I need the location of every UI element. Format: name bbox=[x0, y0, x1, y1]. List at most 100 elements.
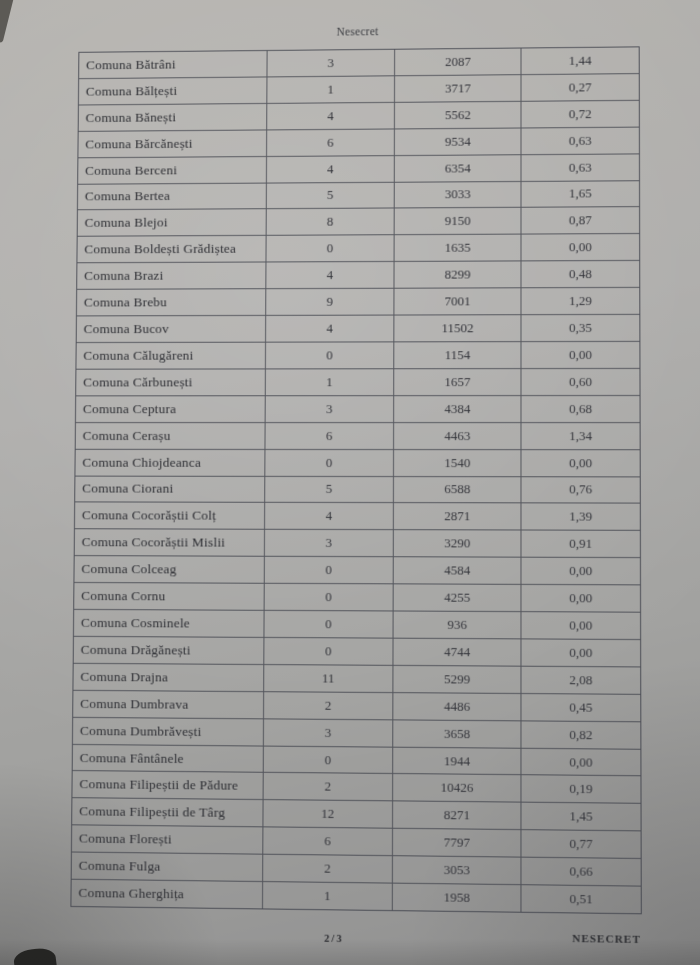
commune-name-cell: Comuna Bărcănești bbox=[85, 135, 193, 152]
count-cell: 3 bbox=[264, 530, 393, 557]
count-cell: 6 bbox=[266, 129, 394, 156]
commune-name-cell: Comuna Cerașu bbox=[82, 427, 171, 443]
table-row: Comuna Cărbunești 1 1657 0,60 bbox=[76, 367, 640, 396]
commune-name-cell: Comuna Filipeștii de Târg bbox=[79, 803, 226, 821]
commune-name-cell: Comuna Cosminele bbox=[80, 614, 191, 631]
percent-cell: 1,34 bbox=[520, 422, 640, 449]
commune-name-cell: Comuna Bălțești bbox=[85, 83, 178, 99]
population-cell: 1540 bbox=[392, 449, 521, 476]
count-cell: 0 bbox=[265, 342, 394, 369]
population-cell: 3033 bbox=[393, 181, 521, 208]
table-row: Comuna Ceptura 3 4384 0,68 bbox=[75, 394, 640, 422]
population-cell: 1944 bbox=[392, 747, 521, 775]
percent-cell: 0,00 bbox=[520, 639, 641, 667]
percent-cell: 0,27 bbox=[520, 73, 639, 101]
commune-name-cell: Comuna Dumbrava bbox=[80, 695, 189, 712]
count-cell: 6 bbox=[262, 827, 392, 856]
percent-cell: 0,00 bbox=[520, 557, 640, 585]
population-cell: 8271 bbox=[391, 801, 521, 830]
population-cell: 3658 bbox=[392, 720, 521, 748]
table-row: Comuna Brebu 9 7001 1,29 bbox=[76, 287, 640, 316]
count-cell: 0 bbox=[263, 556, 393, 584]
document-sheet: Nesecret Comuna Bătrâni 3 2087 1,44 Comu… bbox=[70, 24, 643, 965]
population-cell: 4584 bbox=[392, 557, 521, 584]
commune-name-cell: Comuna Florești bbox=[78, 830, 172, 847]
percent-cell: 0,51 bbox=[520, 885, 641, 914]
commune-name-cell: Comuna Cornu bbox=[81, 588, 166, 604]
count-cell: 5 bbox=[264, 476, 393, 503]
count-cell: 3 bbox=[266, 49, 395, 77]
percent-cell: 0,00 bbox=[520, 612, 641, 639]
count-cell: 2 bbox=[262, 854, 392, 883]
document-footer: 2/3 NESECRET bbox=[70, 930, 643, 958]
commune-name-cell: Comuna Boldești Grădiștea bbox=[84, 241, 237, 257]
percent-cell: 0,68 bbox=[520, 395, 640, 422]
table-row: Comuna Bărcănești 6 9534 0,63 bbox=[78, 126, 639, 157]
population-cell: 1154 bbox=[393, 342, 521, 369]
count-cell: 4 bbox=[264, 503, 393, 530]
table-row: Comuna Cosminele 0 936 0,00 bbox=[73, 608, 641, 639]
commune-name-cell: Comuna Bertea bbox=[84, 188, 171, 204]
population-cell: 6588 bbox=[392, 476, 521, 503]
percent-cell: 0,66 bbox=[520, 857, 641, 886]
table-row: Comuna Drajna 11 5299 2,08 bbox=[73, 662, 641, 694]
count-cell: 0 bbox=[265, 235, 394, 262]
table-row: Comuna Cornu 0 4255 0,00 bbox=[74, 582, 641, 612]
commune-name-cell: Comuna Cocorăștii Mislii bbox=[81, 534, 226, 550]
population-cell: 10426 bbox=[391, 774, 521, 802]
percent-cell: 0,82 bbox=[520, 721, 641, 749]
percent-cell: 0,45 bbox=[520, 693, 641, 721]
commune-name-cell: Comuna Blejoi bbox=[84, 215, 168, 231]
count-cell: 9 bbox=[265, 288, 394, 315]
count-cell: 3 bbox=[263, 719, 393, 747]
percent-cell: 0,87 bbox=[520, 207, 640, 234]
count-cell: 1 bbox=[262, 882, 392, 911]
commune-name-cell: Comuna Dumbrăvești bbox=[79, 722, 202, 739]
commune-name-cell: Comuna Drajna bbox=[80, 668, 169, 685]
commune-name-cell: Comuna Colceag bbox=[81, 561, 177, 577]
classification-footer: NESECRET bbox=[572, 932, 641, 947]
table-row: Comuna Călugăreni 0 1154 0,00 bbox=[76, 340, 640, 369]
population-cell: 6354 bbox=[393, 154, 521, 182]
count-cell: 4 bbox=[266, 155, 394, 183]
percent-cell: 0,19 bbox=[520, 775, 641, 804]
count-cell: 12 bbox=[262, 800, 392, 829]
population-cell: 8299 bbox=[393, 261, 521, 288]
commune-name-cell: Comuna Filipeștii de Pădure bbox=[79, 776, 239, 794]
population-cell: 9534 bbox=[393, 128, 521, 155]
percent-cell: 0,00 bbox=[520, 449, 640, 476]
count-cell: 0 bbox=[263, 610, 393, 638]
commune-name-cell: Comuna Ciorani bbox=[82, 481, 174, 497]
population-cell: 5299 bbox=[392, 665, 521, 693]
population-cell: 4744 bbox=[392, 638, 521, 666]
table-row: Comuna Cocorăștii Colț 4 2871 1,39 bbox=[74, 501, 640, 531]
commune-name-cell: Comuna Bănești bbox=[85, 109, 177, 125]
count-cell: 1 bbox=[266, 76, 394, 103]
percent-cell: 1,39 bbox=[520, 503, 640, 531]
commune-name-cell: Comuna Fântânele bbox=[79, 749, 184, 766]
count-cell: 0 bbox=[262, 746, 393, 774]
population-cell: 1657 bbox=[393, 368, 521, 395]
population-cell: 7001 bbox=[393, 288, 521, 315]
commune-name-cell: Comuna Cărbunești bbox=[83, 374, 193, 390]
percent-cell: 0,00 bbox=[520, 748, 641, 776]
table-row: Comuna Cerașu 6 4463 1,34 bbox=[75, 421, 640, 449]
population-cell: 936 bbox=[392, 611, 521, 639]
population-cell: 3053 bbox=[391, 856, 521, 885]
percent-cell: 1,29 bbox=[520, 288, 640, 315]
percent-cell: 0,63 bbox=[520, 154, 640, 181]
count-cell: 4 bbox=[265, 315, 394, 342]
count-cell: 2 bbox=[262, 773, 393, 801]
percent-cell: 0,48 bbox=[520, 261, 640, 288]
commune-name-cell: Comuna Fulga bbox=[78, 857, 161, 874]
percent-cell: 2,08 bbox=[520, 666, 641, 694]
percent-cell: 0,77 bbox=[520, 830, 641, 859]
percent-cell: 0,60 bbox=[520, 368, 640, 395]
count-cell: 6 bbox=[264, 422, 393, 449]
count-cell: 4 bbox=[266, 102, 394, 130]
count-cell: 8 bbox=[265, 208, 394, 236]
population-cell: 2087 bbox=[393, 48, 521, 76]
percent-cell: 0,35 bbox=[520, 314, 640, 342]
commune-name-cell: Comuna Călugăreni bbox=[83, 347, 194, 363]
